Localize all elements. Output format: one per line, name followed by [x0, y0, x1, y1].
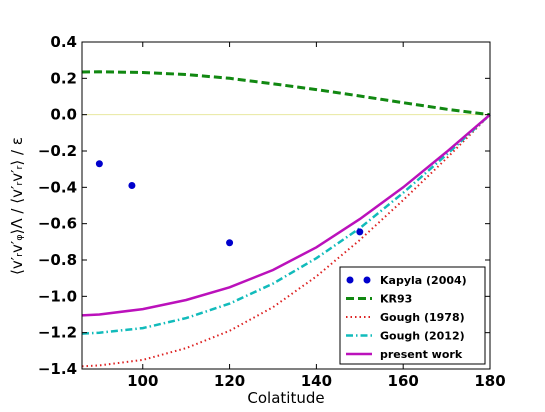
x-axis-title: Colatitude: [247, 389, 324, 407]
y-tick-label: −0.2: [38, 142, 77, 160]
legend: Kapyla (2004) KR93 Gough (1978) Gough (2012…: [339, 266, 486, 365]
y-tick-label: 0.0: [50, 106, 77, 124]
data-point-kapyla-2004: [226, 239, 234, 247]
y-tick-label: −1.4: [38, 360, 77, 378]
y-tick-label: −1.2: [38, 324, 77, 342]
legend-marker: [363, 276, 371, 284]
x-tick-label: 120: [214, 372, 245, 390]
data-point-kapyla-2004: [128, 182, 136, 190]
x-tick-label: 100: [127, 372, 158, 390]
legend-marker: [346, 276, 354, 284]
y-tick-label: −1.0: [38, 287, 77, 305]
y-tick-label: 0.2: [50, 69, 77, 87]
y-tick-label: −0.8: [38, 251, 77, 269]
y-tick-label: −0.4: [38, 178, 77, 196]
legend-label: KR93: [380, 293, 412, 306]
series-line-gough-2012: [81, 113, 491, 335]
data-point-kapyla-2004: [95, 160, 103, 168]
legend-label: Gough (2012): [380, 330, 465, 343]
x-tick-label: 160: [388, 372, 419, 390]
series-line-kr93: [81, 70, 491, 117]
y-axis-title: ⟨v′ᵣv′ᵩ⟩Λ / ⟨v′ᵣv′ᵣ⟩ / ε: [8, 137, 26, 275]
axis-ticks: 100 120 140 160 180 0.4 0.2 0.0 −0.2 −0.4 −0.6 −0.8…: [38, 33, 506, 390]
legend-label: present work: [380, 348, 463, 361]
y-tick-label: −0.6: [38, 215, 77, 233]
plot-frame: [81, 41, 491, 370]
series-line-present-work: [81, 113, 491, 317]
legend-box: [339, 266, 486, 365]
data-point-kapyla-2004: [356, 228, 364, 236]
plot-markers: [95, 160, 364, 247]
plot-lines: [81, 70, 491, 368]
legend-label: Kapyla (2004): [380, 274, 467, 287]
legend-label: Gough (1978): [380, 311, 465, 324]
x-tick-label: 180: [474, 372, 505, 390]
y-tick-label: 0.4: [50, 33, 77, 51]
x-tick-label: 140: [301, 372, 332, 390]
